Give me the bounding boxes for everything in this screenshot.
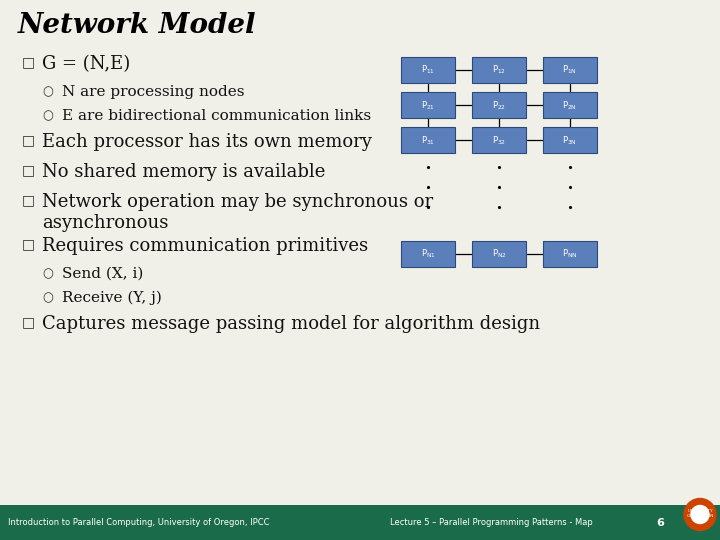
Text: $\mathrm{P_{3N}}$: $\mathrm{P_{3N}}$ (562, 134, 577, 147)
Text: E are bidirectional communication links: E are bidirectional communication links (62, 109, 371, 123)
Bar (472, 241, 526, 267)
Text: Captures message passing model for algorithm design: Captures message passing model for algor… (42, 315, 540, 333)
Text: $\mathrm{P_{21}}$: $\mathrm{P_{21}}$ (421, 99, 436, 112)
Bar (402, 92, 455, 118)
Text: ○: ○ (42, 109, 53, 122)
Text: Introduction to Parallel Computing, University of Oregon, IPCC: Introduction to Parallel Computing, Univ… (8, 518, 269, 527)
Text: $\mathrm{P_{1N}}$: $\mathrm{P_{1N}}$ (562, 64, 577, 77)
Bar (472, 127, 526, 153)
Bar (543, 57, 596, 83)
Bar (402, 127, 455, 153)
Text: Send (X, i): Send (X, i) (62, 267, 143, 281)
Text: □: □ (22, 55, 35, 69)
Text: $\mathrm{P_{N1}}$: $\mathrm{P_{N1}}$ (421, 247, 436, 260)
Text: G = (N,E): G = (N,E) (42, 55, 130, 73)
Bar (543, 92, 596, 118)
Text: $\mathrm{P_{11}}$: $\mathrm{P_{11}}$ (421, 64, 436, 77)
Text: N are processing nodes: N are processing nodes (62, 85, 245, 99)
Circle shape (684, 498, 716, 530)
Text: $\mathrm{P_{12}}$: $\mathrm{P_{12}}$ (492, 64, 506, 77)
Text: □: □ (22, 193, 35, 207)
Text: Network operation may be synchronous or
asynchronous: Network operation may be synchronous or … (42, 193, 433, 232)
Text: 6: 6 (656, 517, 664, 528)
Text: □: □ (22, 133, 35, 147)
Text: Lecture 5 – Parallel Programming Patterns - Map: Lecture 5 – Parallel Programming Pattern… (390, 518, 593, 527)
Text: ○: ○ (42, 291, 53, 304)
Bar (543, 241, 596, 267)
Text: □: □ (22, 163, 35, 177)
Text: □: □ (22, 237, 35, 251)
Text: ○: ○ (42, 85, 53, 98)
Text: $\mathrm{P_{22}}$: $\mathrm{P_{22}}$ (492, 99, 506, 112)
Text: $\mathrm{P_{2N}}$: $\mathrm{P_{2N}}$ (562, 99, 577, 112)
Text: No shared memory is available: No shared memory is available (42, 163, 325, 181)
Bar (472, 57, 526, 83)
Bar (543, 127, 596, 153)
Text: $\mathrm{P_{NN}}$: $\mathrm{P_{NN}}$ (562, 247, 577, 260)
Bar (402, 241, 455, 267)
Text: □: □ (22, 315, 35, 329)
Text: $\mathrm{P_{N2}}$: $\mathrm{P_{N2}}$ (492, 247, 506, 260)
Bar (0, 505, 720, 540)
Bar (402, 57, 455, 83)
Bar (472, 92, 526, 118)
Text: ○: ○ (42, 267, 53, 280)
Text: Each processor has its own memory: Each processor has its own memory (42, 133, 372, 151)
Text: Requires communication primitives: Requires communication primitives (42, 237, 368, 255)
Text: UNIVERSITY
OF OREGON: UNIVERSITY OF OREGON (687, 509, 714, 518)
Text: Network Model: Network Model (18, 12, 256, 39)
Circle shape (691, 505, 709, 523)
Text: Receive (Y, j): Receive (Y, j) (62, 291, 162, 306)
Text: $\mathrm{P_{32}}$: $\mathrm{P_{32}}$ (492, 134, 506, 147)
Text: $\mathrm{P_{31}}$: $\mathrm{P_{31}}$ (421, 134, 436, 147)
